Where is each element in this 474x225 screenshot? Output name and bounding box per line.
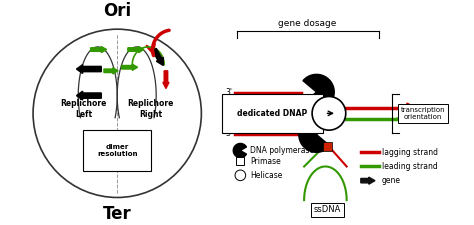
Text: 5': 5' — [225, 96, 232, 105]
FancyBboxPatch shape — [323, 142, 332, 151]
Text: Replichore
Left: Replichore Left — [60, 99, 107, 119]
FancyArrow shape — [128, 46, 144, 53]
Text: dedicated DNAP: dedicated DNAP — [237, 109, 307, 118]
Text: 5': 5' — [421, 104, 428, 112]
FancyBboxPatch shape — [237, 157, 244, 165]
FancyArrow shape — [396, 114, 414, 124]
Text: transcription
orientation: transcription orientation — [401, 107, 445, 120]
Text: Primase: Primase — [250, 157, 281, 166]
FancyArrow shape — [153, 48, 164, 65]
Text: dimer
resolution: dimer resolution — [97, 144, 137, 157]
FancyArrow shape — [91, 46, 107, 53]
Text: 5': 5' — [225, 122, 232, 131]
Text: 3': 3' — [421, 114, 428, 123]
Text: ssDNA: ssDNA — [313, 205, 341, 214]
FancyArrow shape — [400, 103, 418, 113]
Text: 3': 3' — [225, 88, 232, 97]
Wedge shape — [233, 144, 246, 158]
Text: Ori: Ori — [103, 2, 131, 20]
Text: leading strand: leading strand — [382, 162, 438, 171]
FancyArrow shape — [104, 68, 118, 74]
FancyArrow shape — [122, 64, 137, 70]
Text: 3': 3' — [225, 129, 232, 138]
Text: gene: gene — [382, 176, 401, 185]
FancyArrow shape — [244, 96, 260, 104]
FancyArrow shape — [163, 71, 169, 88]
FancyArrow shape — [244, 122, 260, 131]
Circle shape — [235, 170, 246, 181]
Text: DNA polymerase: DNA polymerase — [250, 146, 314, 155]
Text: Ter: Ter — [103, 205, 132, 223]
Text: Replichore
Right: Replichore Right — [128, 99, 174, 119]
Text: gene dosage: gene dosage — [279, 19, 337, 28]
Text: Helicase: Helicase — [250, 171, 283, 180]
Wedge shape — [299, 117, 330, 152]
Wedge shape — [303, 74, 334, 110]
Ellipse shape — [298, 105, 332, 121]
Text: lagging strand: lagging strand — [382, 148, 438, 157]
Circle shape — [312, 97, 346, 130]
FancyArrow shape — [76, 65, 101, 74]
FancyArrow shape — [361, 177, 375, 184]
FancyArrow shape — [76, 91, 101, 100]
